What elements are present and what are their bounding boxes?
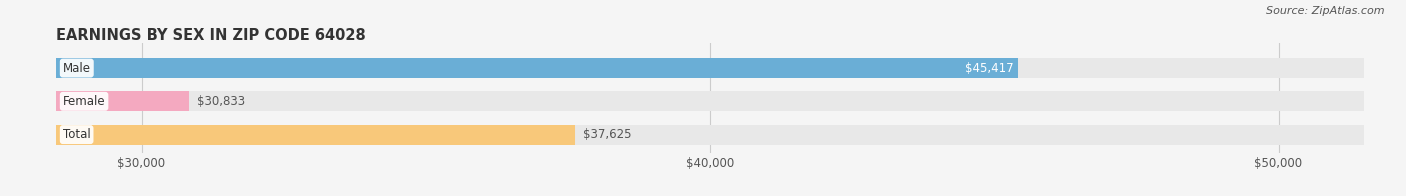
Bar	[56, 125, 1364, 145]
Text: Female: Female	[63, 95, 105, 108]
Bar	[56, 58, 1364, 78]
Text: EARNINGS BY SEX IN ZIP CODE 64028: EARNINGS BY SEX IN ZIP CODE 64028	[56, 28, 366, 43]
Text: Male: Male	[63, 62, 91, 74]
Bar	[56, 91, 1364, 111]
Bar	[56, 125, 575, 145]
Bar	[56, 58, 1018, 78]
Text: $37,625: $37,625	[583, 128, 631, 141]
Bar	[56, 91, 188, 111]
Text: Source: ZipAtlas.com: Source: ZipAtlas.com	[1267, 6, 1385, 16]
Text: Total: Total	[63, 128, 90, 141]
Text: $45,417: $45,417	[966, 62, 1014, 74]
Text: $30,833: $30,833	[197, 95, 245, 108]
